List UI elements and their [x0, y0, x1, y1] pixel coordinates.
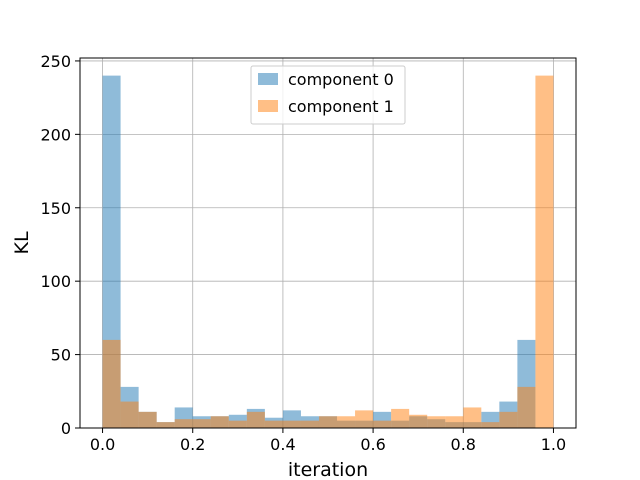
- bar-series-1-bin-6: [210, 416, 229, 428]
- legend-swatch-0: [258, 73, 278, 85]
- legend-swatch-1: [258, 100, 278, 112]
- y-tick-label: 0: [61, 419, 71, 438]
- bar-series-1-bin-0: [102, 339, 121, 428]
- legend-label-0: component 0: [288, 70, 394, 89]
- y-tick-label: 150: [40, 199, 71, 218]
- legend: component 0 component 1: [250, 65, 406, 125]
- bar-series-1-bin-24: [535, 75, 554, 428]
- x-axis-ticks: 0.0 0.2 0.4 0.6 0.8 1.0: [90, 428, 566, 454]
- bar-series-1-bin-22: [499, 411, 518, 428]
- bar-series-1-bin-13: [337, 416, 356, 428]
- x-tick-label: 0.6: [360, 435, 385, 454]
- bars: [102, 75, 554, 428]
- x-tick-label: 0.2: [180, 435, 205, 454]
- bar-series-1-bin-1: [120, 401, 139, 428]
- bar-series-1-bin-7: [228, 420, 247, 428]
- bar-series-1-bin-10: [282, 420, 301, 428]
- bar-series-1-bin-9: [264, 420, 283, 428]
- x-tick-label: 0.8: [451, 435, 476, 454]
- x-tick-label: 1.0: [541, 435, 566, 454]
- bar-series-1-bin-8: [246, 411, 265, 428]
- bar-series-1-bin-17: [409, 414, 428, 428]
- bar-series-1-bin-16: [391, 408, 410, 428]
- bar-series-1-bin-18: [427, 416, 446, 428]
- y-tick-label: 50: [51, 346, 71, 365]
- bar-series-1-bin-3: [156, 422, 175, 428]
- y-tick-label: 250: [40, 52, 71, 71]
- y-axis-ticks: 0 50 100 150 200 250: [40, 52, 80, 438]
- x-tick-label: 0.0: [90, 435, 115, 454]
- plot-area-frame: [79, 57, 577, 429]
- bar-series-1-bin-5: [192, 419, 211, 428]
- x-tick-label: 0.4: [270, 435, 295, 454]
- y-tick-label: 100: [40, 272, 71, 291]
- bar-series-1-bin-11: [300, 420, 319, 428]
- bar-series-1-bin-21: [481, 422, 500, 428]
- bar-series-1-bin-15: [373, 420, 392, 428]
- legend-label-1: component 1: [288, 97, 394, 116]
- bar-series-1-bin-4: [174, 419, 193, 428]
- bar-series-1-bin-14: [355, 410, 374, 428]
- bar-series-1-bin-2: [138, 411, 157, 428]
- legend-box: [250, 65, 406, 125]
- x-axis-label: iteration: [288, 459, 368, 480]
- bar-series-1-bin-19: [445, 416, 464, 428]
- y-axis-label: KL: [11, 231, 33, 254]
- bar-series-1-bin-23: [517, 386, 536, 428]
- bar-series-1-bin-20: [463, 407, 482, 428]
- bar-series-1-bin-12: [318, 416, 338, 428]
- y-tick-label: 200: [40, 125, 71, 144]
